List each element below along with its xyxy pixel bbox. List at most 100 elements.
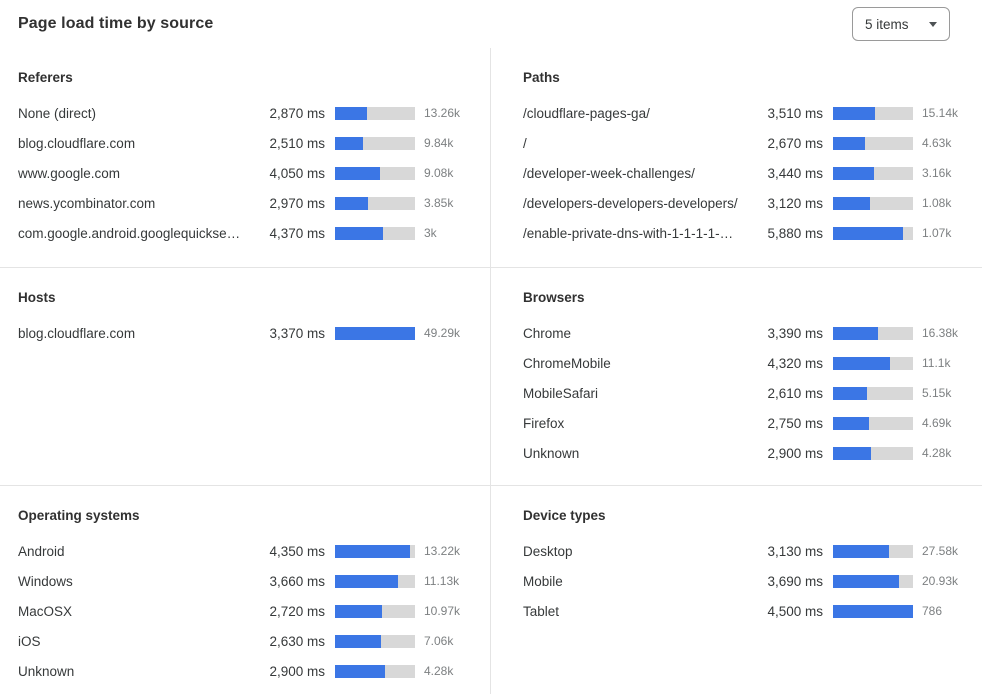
row-label: blog.cloudflare.com	[18, 325, 136, 341]
row-count: 16.38k	[922, 326, 959, 340]
row-load-time: 2,610 ms	[767, 385, 823, 401]
section-rows: Desktop 3,130 ms 27.58k Mobile 3,690 ms …	[523, 536, 968, 626]
row-count: 15.14k	[922, 106, 959, 120]
row-label: /	[523, 135, 527, 151]
row-label: Windows	[18, 573, 73, 589]
row-bar-track	[335, 196, 415, 210]
row-bar-track	[833, 416, 913, 430]
table-row: blog.cloudflare.com 2,510 ms 9.84k	[18, 128, 470, 158]
row-count: 10.97k	[424, 604, 461, 618]
chevron-down-icon	[929, 21, 937, 27]
table-row: /developer-week-challenges/ 3,440 ms 3.1…	[523, 158, 968, 188]
row-count: 3.16k	[922, 166, 952, 180]
row-label: Tablet	[523, 603, 560, 619]
row-bar-fill	[833, 196, 870, 210]
section-hosts: Hosts blog.cloudflare.com 3,370 ms 49.29…	[0, 268, 491, 486]
table-row: iOS 2,630 ms 7.06k	[18, 626, 470, 656]
row-bar-fill	[833, 386, 868, 400]
row-count: 27.58k	[922, 544, 959, 558]
row-count: 20.93k	[922, 574, 959, 588]
row-bar-track	[335, 544, 415, 558]
row-bar-track	[335, 664, 415, 678]
section-browsers: Browsers Chrome 3,390 ms 16.38k ChromeMo…	[491, 268, 982, 486]
row-label: /enable-private-dns-with-1-1-1-1-on-...	[523, 225, 740, 241]
row-label: com.google.android.googlequicksearc...	[18, 225, 242, 241]
row-label: Chrome	[523, 325, 572, 341]
row-load-time: 4,370 ms	[269, 225, 325, 241]
table-row: blog.cloudflare.com 3,370 ms 49.29k	[18, 318, 470, 348]
table-row: Tablet 4,500 ms 786	[523, 596, 968, 626]
table-row: ChromeMobile 4,320 ms 11.1k	[523, 348, 968, 378]
row-count: 11.1k	[922, 356, 951, 370]
row-label: Mobile	[523, 573, 563, 589]
row-bar-fill	[335, 226, 383, 240]
row-load-time: 3,390 ms	[767, 325, 823, 341]
row-count: 4.28k	[922, 446, 952, 460]
row-count: 3.85k	[424, 196, 454, 210]
row-bar-track	[833, 136, 913, 150]
row-bar-fill	[833, 446, 872, 460]
row-load-time: 2,720 ms	[269, 603, 325, 619]
table-row: / 2,670 ms 4.63k	[523, 128, 968, 158]
row-load-time: 2,750 ms	[767, 415, 823, 431]
row-bar-fill	[833, 416, 869, 430]
row-label: /cloudflare-pages-ga/	[523, 105, 650, 121]
row-load-time: 3,370 ms	[269, 325, 325, 341]
row-label: MacOSX	[18, 603, 73, 619]
row-bar-fill	[335, 166, 380, 180]
row-label: Desktop	[523, 543, 573, 559]
row-bar-track	[833, 544, 913, 558]
table-row: /developers-developers-developers/ 3,120…	[523, 188, 968, 218]
row-bar-fill	[833, 544, 889, 558]
row-count: 9.84k	[424, 136, 454, 150]
row-count: 11.13k	[424, 574, 460, 588]
section-heading: Paths	[523, 70, 560, 85]
row-count: 13.26k	[424, 106, 461, 120]
section-heading: Device types	[523, 508, 606, 523]
row-bar-track	[335, 166, 415, 180]
row-label: Firefox	[523, 415, 565, 431]
table-row: Unknown 2,900 ms 4.28k	[18, 656, 470, 686]
section-rows: Chrome 3,390 ms 16.38k ChromeMobile 4,32…	[523, 318, 968, 468]
row-load-time: 3,120 ms	[767, 195, 823, 211]
row-bar-fill	[833, 226, 903, 240]
table-row: Chrome 3,390 ms 16.38k	[523, 318, 968, 348]
row-bar-fill	[833, 136, 865, 150]
row-bar-fill	[833, 574, 899, 588]
row-count: 3k	[424, 226, 437, 240]
row-load-time: 4,320 ms	[767, 355, 823, 371]
table-row: MobileSafari 2,610 ms 5.15k	[523, 378, 968, 408]
row-load-time: 3,510 ms	[767, 105, 823, 121]
row-bar-track	[833, 196, 913, 210]
row-bar-fill	[335, 544, 411, 558]
table-row: Unknown 2,900 ms 4.28k	[523, 438, 968, 468]
table-row: /enable-private-dns-with-1-1-1-1-on-... …	[523, 218, 968, 248]
row-load-time: 3,130 ms	[767, 543, 823, 559]
row-bar-fill	[335, 634, 381, 648]
section-heading: Operating systems	[18, 508, 140, 523]
row-label: /developers-developers-developers/	[523, 195, 738, 211]
row-load-time: 4,350 ms	[269, 543, 325, 559]
row-bar-fill	[335, 664, 386, 678]
table-row: Firefox 2,750 ms 4.69k	[523, 408, 968, 438]
row-load-time: 2,900 ms	[269, 663, 325, 679]
row-load-time: 2,870 ms	[269, 105, 325, 121]
table-row: Desktop 3,130 ms 27.58k	[523, 536, 968, 566]
row-load-time: 3,660 ms	[269, 573, 325, 589]
row-bar-track	[833, 604, 913, 618]
row-bar-fill	[335, 326, 415, 340]
row-bar-track	[335, 226, 415, 240]
items-count-select[interactable]: 5 items	[852, 7, 950, 41]
row-load-time: 2,900 ms	[767, 445, 823, 461]
section-heading: Referers	[18, 70, 73, 85]
row-bar-track	[833, 574, 913, 588]
row-bar-track	[833, 446, 913, 460]
row-label: None (direct)	[18, 105, 97, 121]
row-label: ChromeMobile	[523, 355, 611, 371]
row-load-time: 3,440 ms	[767, 165, 823, 181]
row-label: Unknown	[523, 445, 580, 461]
row-bar-track	[335, 326, 415, 340]
row-load-time: 4,500 ms	[767, 603, 823, 619]
row-bar-fill	[833, 106, 875, 120]
row-count: 49.29k	[424, 326, 461, 340]
